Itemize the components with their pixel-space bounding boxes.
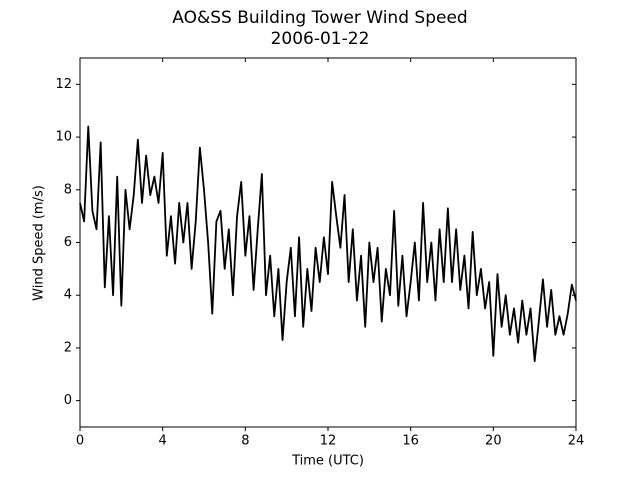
x-tick-label: 8 — [241, 434, 249, 449]
x-tick-label: 24 — [568, 434, 585, 449]
y-tick-label: 2 — [64, 340, 72, 355]
y-tick-label: 10 — [55, 130, 72, 145]
chart-subtitle: 2006-01-22 — [271, 29, 370, 49]
plot-frame — [79, 57, 577, 428]
x-tick-label: 0 — [76, 434, 84, 449]
x-tick-label: 4 — [159, 434, 167, 449]
y-tick-label: 8 — [64, 182, 72, 197]
y-tick-label: 4 — [64, 288, 72, 303]
y-tick-label: 12 — [55, 77, 72, 92]
data-line — [79, 125, 577, 363]
y-axis-label: Wind Speed (m/s) — [32, 185, 47, 301]
y-tick-label: 0 — [64, 393, 72, 408]
chart-title: AO&SS Building Tower Wind Speed — [172, 8, 467, 28]
y-tick-label: 6 — [64, 235, 72, 250]
x-tick-label: 16 — [402, 434, 419, 449]
x-axis-label: Time (UTC) — [291, 454, 364, 469]
x-tick-label: 20 — [485, 434, 502, 449]
x-tick-label: 12 — [320, 434, 337, 449]
